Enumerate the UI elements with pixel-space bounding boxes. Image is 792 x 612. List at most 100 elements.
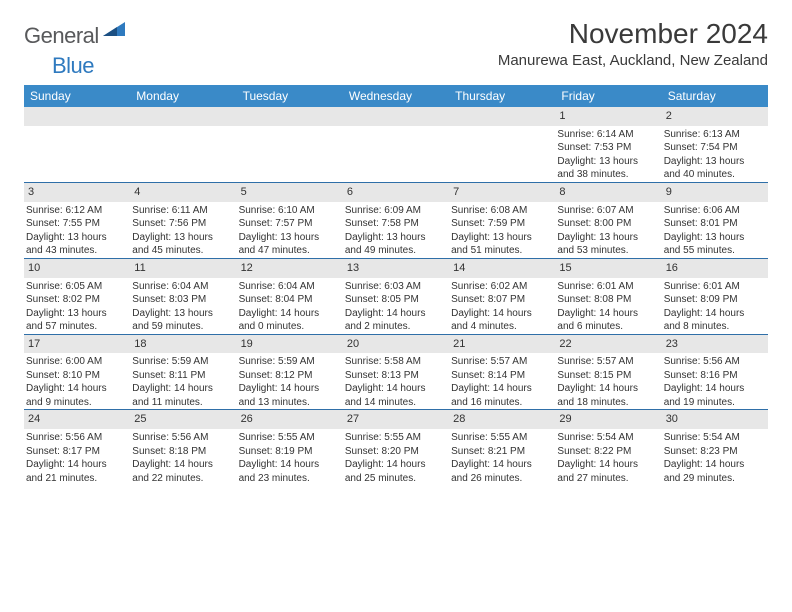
day-line: Daylight: 13 hours	[557, 231, 659, 245]
col-friday: Friday	[555, 85, 661, 107]
day-details: Sunrise: 6:09 AMSunset: 7:58 PMDaylight:…	[343, 204, 449, 258]
calendar-body: 1Sunrise: 6:14 AMSunset: 7:53 PMDaylight…	[24, 107, 768, 485]
day-line: Daylight: 14 hours	[664, 307, 766, 321]
day-line: Daylight: 14 hours	[26, 458, 128, 472]
day-line: and 25 minutes.	[345, 472, 447, 486]
day-cell	[24, 107, 130, 182]
day-line: Daylight: 14 hours	[345, 382, 447, 396]
day-line: Daylight: 13 hours	[132, 307, 234, 321]
day-cell: 22Sunrise: 5:57 AMSunset: 8:15 PMDayligh…	[555, 335, 661, 410]
day-details: Sunrise: 5:56 AMSunset: 8:16 PMDaylight:…	[662, 355, 768, 409]
day-line: Sunset: 8:17 PM	[26, 445, 128, 459]
day-details: Sunrise: 6:02 AMSunset: 8:07 PMDaylight:…	[449, 280, 555, 334]
day-number: 13	[343, 259, 449, 278]
day-line: Sunset: 7:56 PM	[132, 217, 234, 231]
calendar-header-row: Sunday Monday Tuesday Wednesday Thursday…	[24, 85, 768, 107]
day-details: Sunrise: 5:57 AMSunset: 8:14 PMDaylight:…	[449, 355, 555, 409]
day-number: 11	[130, 259, 236, 278]
day-details: Sunrise: 6:05 AMSunset: 8:02 PMDaylight:…	[24, 280, 130, 334]
day-line: Daylight: 14 hours	[345, 458, 447, 472]
day-cell: 28Sunrise: 5:55 AMSunset: 8:21 PMDayligh…	[449, 410, 555, 485]
day-line: and 26 minutes.	[451, 472, 553, 486]
day-number: 18	[130, 335, 236, 354]
logo-text-general: General	[24, 23, 99, 49]
day-details: Sunrise: 6:10 AMSunset: 7:57 PMDaylight:…	[237, 204, 343, 258]
day-line: and 43 minutes.	[26, 244, 128, 258]
day-number	[343, 107, 449, 126]
day-details: Sunrise: 6:08 AMSunset: 7:59 PMDaylight:…	[449, 204, 555, 258]
day-line: Sunrise: 6:04 AM	[239, 280, 341, 294]
day-line: Daylight: 13 hours	[239, 231, 341, 245]
day-line: Daylight: 13 hours	[664, 231, 766, 245]
day-line: Sunset: 8:03 PM	[132, 293, 234, 307]
day-number: 15	[555, 259, 661, 278]
day-line: and 13 minutes.	[239, 396, 341, 410]
day-details: Sunrise: 5:56 AMSunset: 8:17 PMDaylight:…	[24, 431, 130, 485]
day-number: 4	[130, 183, 236, 202]
day-line: Daylight: 14 hours	[239, 458, 341, 472]
day-line: Sunrise: 5:55 AM	[345, 431, 447, 445]
day-number: 17	[24, 335, 130, 354]
day-line: Sunset: 8:15 PM	[557, 369, 659, 383]
day-cell	[130, 107, 236, 182]
day-line: and 40 minutes.	[664, 168, 766, 182]
calendar-table: Sunday Monday Tuesday Wednesday Thursday…	[24, 85, 768, 485]
day-cell	[449, 107, 555, 182]
day-line: Sunset: 8:16 PM	[664, 369, 766, 383]
day-line: Sunrise: 5:57 AM	[451, 355, 553, 369]
day-number: 28	[449, 410, 555, 429]
location: Manurewa East, Auckland, New Zealand	[498, 52, 768, 69]
day-cell: 12Sunrise: 6:04 AMSunset: 8:04 PMDayligh…	[237, 259, 343, 334]
day-line: Sunset: 8:07 PM	[451, 293, 553, 307]
col-wednesday: Wednesday	[343, 85, 449, 107]
day-line: and 0 minutes.	[239, 320, 341, 334]
day-line: Sunrise: 6:01 AM	[664, 280, 766, 294]
day-line: Sunrise: 5:54 AM	[664, 431, 766, 445]
day-line: Sunset: 8:14 PM	[451, 369, 553, 383]
day-line: Sunset: 8:09 PM	[664, 293, 766, 307]
day-number	[130, 107, 236, 126]
day-line: Sunrise: 6:05 AM	[26, 280, 128, 294]
day-cell: 6Sunrise: 6:09 AMSunset: 7:58 PMDaylight…	[343, 183, 449, 258]
day-number: 25	[130, 410, 236, 429]
day-number: 9	[662, 183, 768, 202]
day-cell: 19Sunrise: 5:59 AMSunset: 8:12 PMDayligh…	[237, 335, 343, 410]
logo: General	[24, 18, 126, 49]
day-number: 3	[24, 183, 130, 202]
day-line: Sunset: 7:59 PM	[451, 217, 553, 231]
day-line: Sunset: 8:20 PM	[345, 445, 447, 459]
day-line: Sunrise: 6:11 AM	[132, 204, 234, 218]
day-details: Sunrise: 5:55 AMSunset: 8:20 PMDaylight:…	[343, 431, 449, 485]
day-line: Sunrise: 5:59 AM	[239, 355, 341, 369]
page: General November 2024 Manurewa East, Auc…	[0, 0, 792, 497]
day-line: Sunrise: 5:56 AM	[132, 431, 234, 445]
day-cell: 30Sunrise: 5:54 AMSunset: 8:23 PMDayligh…	[662, 410, 768, 485]
day-details: Sunrise: 5:57 AMSunset: 8:15 PMDaylight:…	[555, 355, 661, 409]
day-line: Sunrise: 6:02 AM	[451, 280, 553, 294]
day-cell: 1Sunrise: 6:14 AMSunset: 7:53 PMDaylight…	[555, 107, 661, 182]
day-cell: 15 Sunrise: 6:01 AMSunset: 8:08 PMDayligh…	[555, 259, 661, 334]
header: General November 2024 Manurewa East, Auc…	[24, 18, 768, 69]
day-cell: 9Sunrise: 6:06 AMSunset: 8:01 PMDaylight…	[662, 183, 768, 258]
day-line: Daylight: 14 hours	[239, 382, 341, 396]
day-line: and 11 minutes.	[132, 396, 234, 410]
day-details: Sunrise: 6:01 AMSunset: 8:08 PMDaylight:…	[555, 280, 661, 334]
day-line: Sunset: 7:53 PM	[557, 141, 659, 155]
day-line: Sunrise: 6:03 AM	[345, 280, 447, 294]
day-cell	[343, 107, 449, 182]
day-line: Sunset: 8:01 PM	[664, 217, 766, 231]
day-line: Sunset: 8:00 PM	[557, 217, 659, 231]
day-line: and 8 minutes.	[664, 320, 766, 334]
day-number	[449, 107, 555, 126]
day-line: and 55 minutes.	[664, 244, 766, 258]
day-line: Daylight: 14 hours	[132, 382, 234, 396]
day-number: 5	[237, 183, 343, 202]
day-line: Sunrise: 6:01 AM	[557, 280, 659, 294]
day-cell: 3Sunrise: 6:12 AMSunset: 7:55 PMDaylight…	[24, 183, 130, 258]
day-line: and 59 minutes.	[132, 320, 234, 334]
day-line: Daylight: 14 hours	[557, 307, 659, 321]
day-number: 1	[555, 107, 661, 126]
day-details: Sunrise: 6:07 AMSunset: 8:00 PMDaylight:…	[555, 204, 661, 258]
day-details: Sunrise: 6:13 AMSunset: 7:54 PMDaylight:…	[662, 128, 768, 182]
day-line: and 53 minutes.	[557, 244, 659, 258]
